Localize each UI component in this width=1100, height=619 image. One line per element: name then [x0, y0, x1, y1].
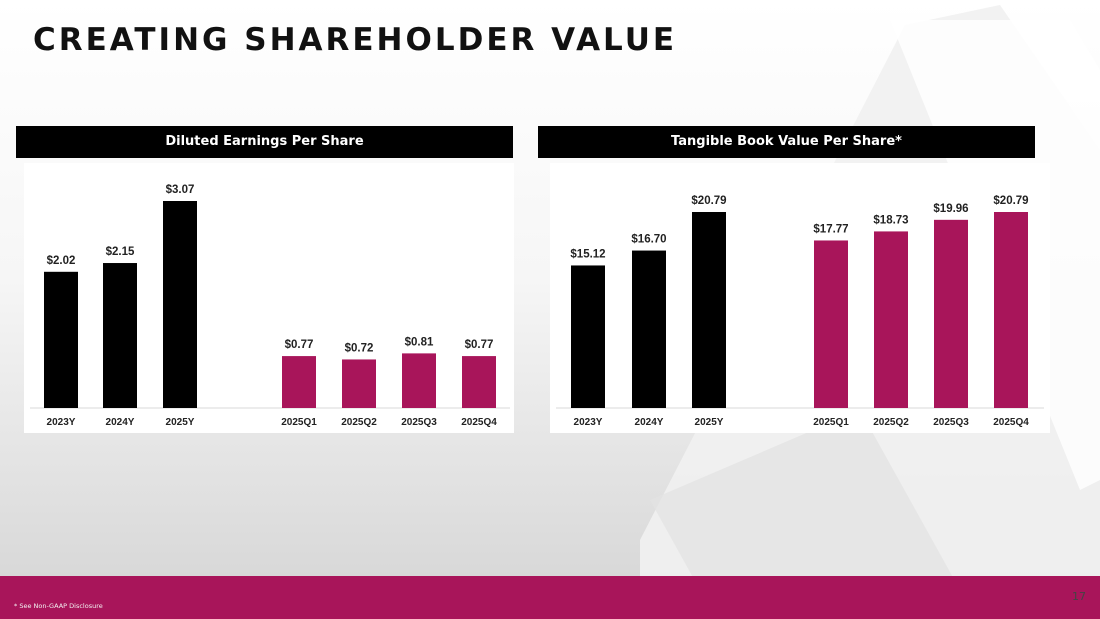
bar-2025q3	[934, 219, 968, 408]
data-label-2025y: $20.79	[691, 195, 726, 207]
bar-2025y	[163, 201, 197, 408]
bar-2025q3	[402, 353, 436, 408]
slide-title: CREATING SHAREHOLDER VALUE	[33, 22, 678, 58]
eps-chart-header: Diluted Earnings Per Share	[16, 126, 513, 158]
tick-label-2025y: 2025Y	[166, 417, 195, 428]
data-label-2025q4: $0.77	[465, 339, 494, 351]
data-label-2023y: $2.02	[47, 255, 76, 267]
bar-2025q1	[814, 240, 848, 408]
bar-2025q4	[462, 356, 496, 408]
tick-label-2024y: 2024Y	[635, 417, 664, 428]
bar-2025y	[692, 212, 726, 408]
bar-2025q2	[342, 359, 376, 408]
data-label-2025q1: $0.77	[285, 339, 314, 351]
data-label-2024y: $2.15	[106, 246, 135, 258]
tick-label-2025y: 2025Y	[695, 417, 724, 428]
bar-2023y	[571, 265, 605, 408]
data-label-2025q3: $0.81	[405, 336, 434, 348]
bar-2023y	[44, 271, 78, 408]
tick-label-2025q4: 2025Q4	[993, 417, 1029, 428]
tbv-chart-panel: $15.12 2023Y $16.70 2024Y $20.79 2025Y $17.77 2…	[550, 163, 1050, 433]
data-label-2025y: $3.07	[166, 184, 195, 196]
tick-label-2025q3: 2025Q3	[401, 417, 437, 428]
tick-label-2023y: 2023Y	[574, 417, 603, 428]
eps-chart-panel: $2.02 2023Y $2.15 2024Y $3.07 2025Y $0.77 2025Q…	[24, 163, 514, 433]
data-label-2025q2: $0.72	[345, 342, 374, 354]
tick-label-2025q1: 2025Q1	[281, 417, 317, 428]
tick-label-2025q3: 2025Q3	[933, 417, 969, 428]
tick-label-2025q1: 2025Q1	[813, 417, 849, 428]
non-gaap-footnote: * See Non-GAAP Disclosure	[14, 602, 103, 610]
data-label-2025q2: $18.73	[873, 214, 908, 226]
tick-label-2024y: 2024Y	[106, 417, 135, 428]
tick-label-2025q4: 2025Q4	[461, 417, 497, 428]
data-label-2025q4: $20.79	[993, 195, 1028, 207]
page-number: 17	[1072, 590, 1086, 603]
data-label-2023y: $15.12	[570, 248, 605, 260]
tbv-bar-chart: $15.12 2023Y $16.70 2024Y $20.79 2025Y $17.77 2…	[556, 195, 1044, 428]
bar-2024y	[103, 263, 137, 408]
data-label-2025q3: $19.96	[933, 203, 968, 215]
tick-label-2025q2: 2025Q2	[873, 417, 909, 428]
tick-label-2023y: 2023Y	[47, 417, 76, 428]
data-label-2024y: $16.70	[631, 234, 666, 246]
footer-band	[0, 576, 1100, 619]
tick-label-2025q2: 2025Q2	[341, 417, 377, 428]
bar-2025q4	[994, 212, 1028, 408]
bar-2025q2	[874, 231, 908, 408]
tbv-chart-header: Tangible Book Value Per Share*	[538, 126, 1035, 158]
eps-bar-chart: $2.02 2023Y $2.15 2024Y $3.07 2025Y $0.77 2025Q…	[30, 184, 510, 428]
data-label-2025q1: $17.77	[813, 223, 848, 235]
bar-2025q1	[282, 356, 316, 408]
bar-2024y	[632, 250, 666, 408]
